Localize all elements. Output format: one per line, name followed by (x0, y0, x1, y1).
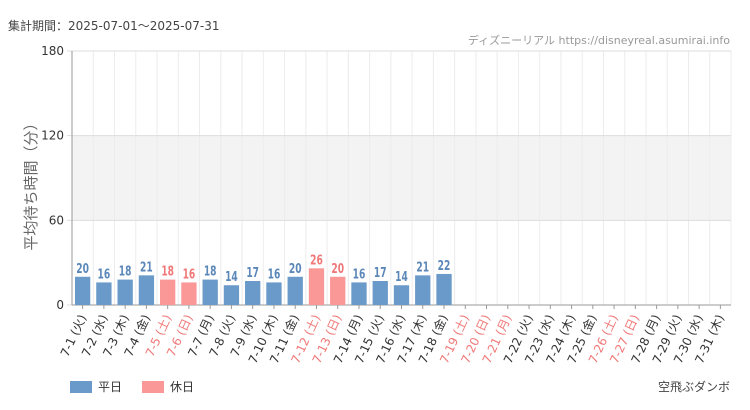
bar-value-label: 18 (204, 263, 217, 279)
bar-value-label: 16 (353, 266, 366, 282)
y-tick-label: 0 (56, 298, 64, 312)
bar (372, 281, 388, 305)
y-tick-label: 180 (41, 44, 64, 58)
bar-value-label: 17 (374, 265, 387, 281)
legend: 平日 休日 (70, 378, 194, 395)
y-tick-label: 120 (41, 129, 64, 143)
bar-value-label: 26 (310, 252, 323, 268)
legend-label-weekday: 平日 (98, 380, 123, 394)
bar-value-label: 16 (183, 266, 196, 282)
bar (287, 276, 303, 305)
bar-value-label: 16 (268, 266, 281, 282)
bar-value-label: 20 (289, 261, 302, 277)
bar (96, 282, 112, 305)
bar (351, 282, 367, 305)
bar-value-label: 20 (331, 261, 344, 277)
bar-value-label: 17 (246, 265, 259, 281)
bar (393, 285, 410, 305)
bar (181, 282, 197, 305)
shaded-band (72, 135, 731, 221)
bar (117, 279, 133, 305)
bar (160, 279, 176, 305)
legend-swatch-holiday (142, 380, 165, 393)
y-tick-label: 60 (49, 213, 64, 227)
bar (138, 275, 155, 305)
attraction-name: 空飛ぶダンボ (657, 380, 730, 394)
bar (266, 282, 282, 305)
bar-value-label: 16 (98, 266, 111, 282)
legend-swatch-weekday (70, 380, 92, 393)
period-label: 集計期間：2025-07-01〜2025-07-31 (8, 19, 220, 33)
legend-label-holiday: 休日 (170, 380, 195, 394)
legend-item-holiday: 休日 (142, 378, 194, 395)
bar (330, 276, 346, 305)
bar-value-label: 21 (416, 259, 429, 275)
bar (436, 273, 452, 305)
bar-value-label: 14 (395, 269, 408, 285)
bar (223, 285, 240, 305)
bar-value-label: 14 (225, 269, 238, 285)
bar (202, 279, 218, 305)
bar (74, 276, 91, 305)
bar-value-label: 18 (119, 263, 132, 279)
bar (245, 281, 261, 305)
bar-value-label: 21 (140, 259, 153, 275)
bar-value-label: 20 (76, 261, 89, 277)
source-label: ディズニーリアル https://disneyreal.asumirai.inf… (467, 34, 730, 47)
bar (308, 268, 325, 305)
y-axis-label: 平均待ち時間（分） (22, 115, 40, 250)
legend-item-weekday: 平日 (70, 378, 122, 395)
bar-value-label: 18 (161, 263, 174, 279)
bar-value-label: 22 (438, 258, 451, 274)
bar (415, 275, 431, 305)
